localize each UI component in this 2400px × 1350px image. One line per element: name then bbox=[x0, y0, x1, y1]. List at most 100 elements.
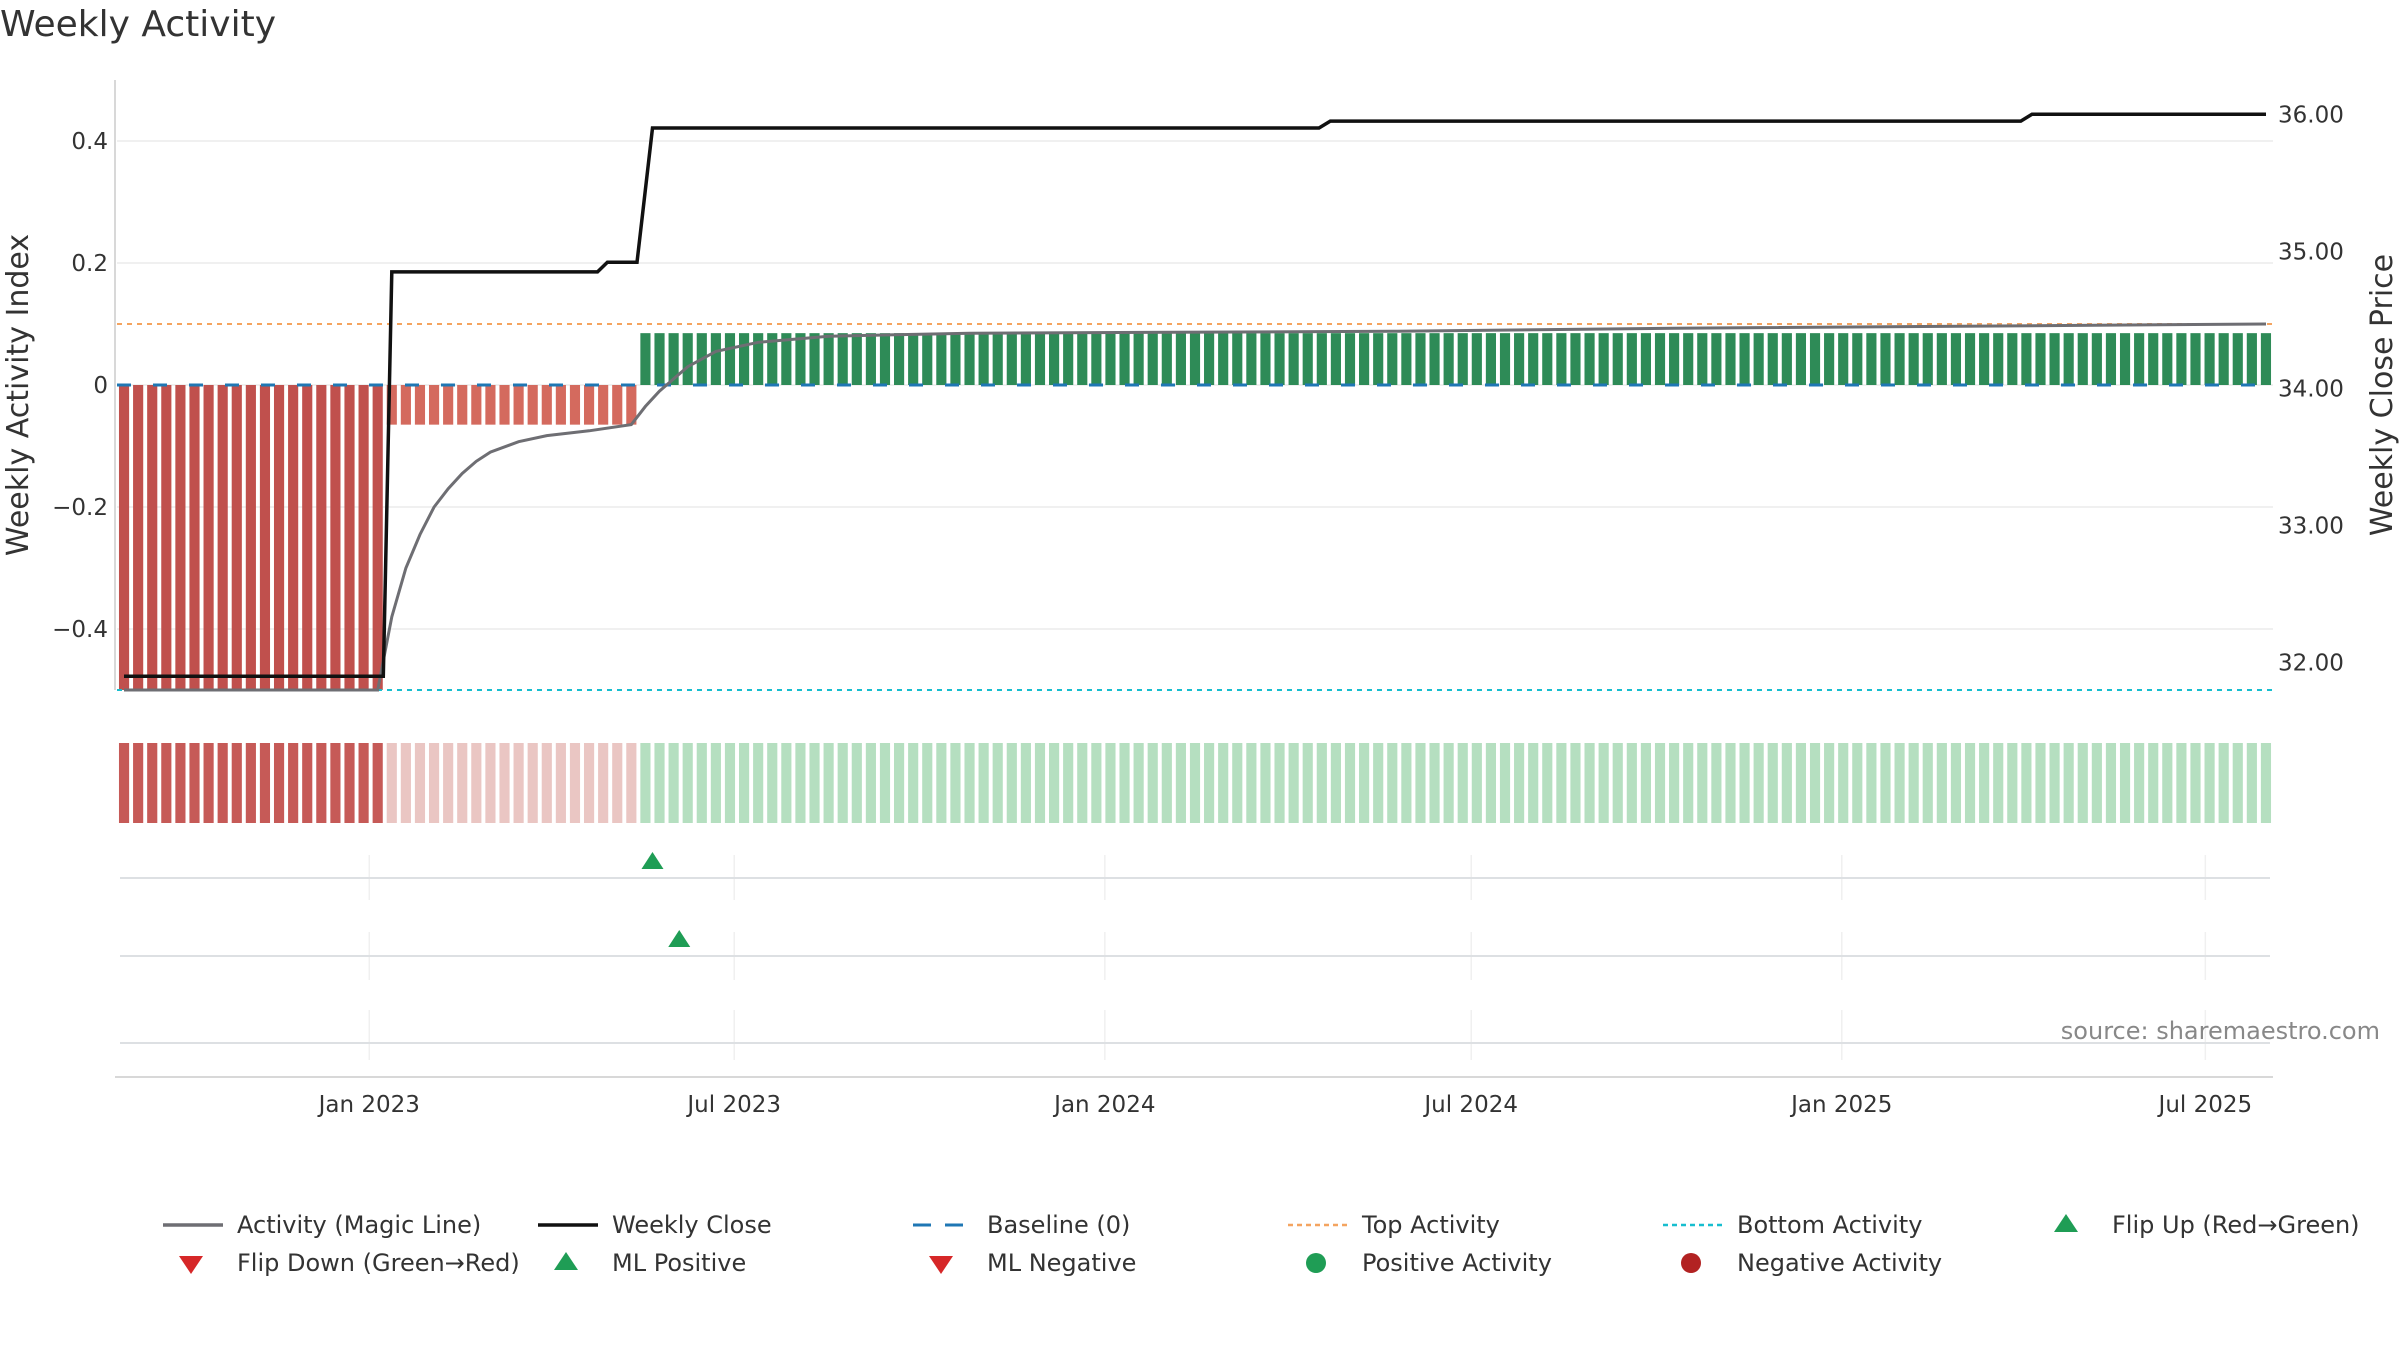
ml-positive-marker bbox=[668, 930, 691, 947]
activity-bar bbox=[471, 385, 482, 425]
strip-bar bbox=[2119, 743, 2131, 823]
strip-bar bbox=[2204, 743, 2215, 823]
activity-bar bbox=[1824, 333, 1835, 385]
legend-label: Weekly Close bbox=[612, 1211, 772, 1239]
activity-bar bbox=[1175, 333, 1186, 385]
activity-bar bbox=[1795, 333, 1807, 385]
legend-label: Activity (Magic Line) bbox=[237, 1211, 481, 1239]
activity-bar bbox=[118, 385, 130, 690]
activity-bar bbox=[668, 333, 679, 385]
activity-bar bbox=[428, 385, 440, 425]
strip-bar bbox=[823, 743, 834, 823]
legend-label: Baseline (0) bbox=[987, 1211, 1130, 1239]
activity-bar bbox=[1246, 333, 1257, 385]
activity-bar bbox=[1809, 333, 1821, 385]
activity-bar bbox=[1429, 333, 1440, 385]
strip-bar bbox=[2077, 743, 2088, 823]
strip-bar bbox=[2232, 743, 2243, 823]
activity-bar bbox=[2190, 333, 2201, 385]
strip-bar bbox=[640, 743, 651, 823]
strip-bar bbox=[1612, 743, 1623, 823]
strip-bar bbox=[1683, 743, 1694, 823]
activity-bar bbox=[457, 385, 468, 425]
activity-bar bbox=[259, 385, 271, 690]
legend-swatch bbox=[929, 1256, 953, 1274]
strip-bar bbox=[1274, 743, 1285, 823]
activity-bar bbox=[767, 333, 778, 385]
activity-bar bbox=[851, 333, 862, 385]
strip-bar bbox=[414, 743, 426, 823]
strip-bar bbox=[1302, 743, 1313, 823]
strip-bar bbox=[316, 743, 327, 823]
legend-label: Negative Activity bbox=[1737, 1249, 1942, 1277]
strip-bar bbox=[696, 743, 707, 823]
strip-bar bbox=[1697, 743, 1708, 823]
strip-bar bbox=[1344, 743, 1356, 823]
strip-bar bbox=[710, 743, 721, 823]
strip-bar bbox=[1824, 743, 1835, 823]
strip-bar bbox=[1936, 743, 1947, 823]
strip-bar bbox=[1852, 743, 1863, 823]
strip-bar bbox=[485, 743, 496, 823]
strip-bar bbox=[1584, 743, 1595, 823]
right-axis-label: Weekly Close Price bbox=[2365, 254, 2400, 536]
strip-bar bbox=[1669, 743, 1680, 823]
x-tick-label: Jul 2025 bbox=[2157, 1092, 2253, 1118]
activity-bar bbox=[273, 385, 285, 690]
activity-bar bbox=[316, 385, 327, 690]
legend-label: ML Negative bbox=[987, 1249, 1136, 1277]
strip-bar bbox=[1739, 743, 1750, 823]
activity-bar bbox=[1443, 333, 1454, 385]
strip-bar bbox=[936, 743, 947, 823]
strip-bar bbox=[1640, 743, 1652, 823]
strip-bar bbox=[147, 743, 158, 823]
activity-bar bbox=[1570, 333, 1581, 385]
activity-bar bbox=[2091, 333, 2102, 385]
activity-bar bbox=[1964, 333, 1976, 385]
activity-bar bbox=[1640, 333, 1652, 385]
chart-title: Weekly Activity bbox=[0, 4, 277, 45]
strip-bar bbox=[1020, 743, 1031, 823]
strip-bar bbox=[231, 743, 242, 823]
legend-label: Positive Activity bbox=[1362, 1249, 1552, 1277]
activity-bar bbox=[598, 385, 609, 425]
strip-bar bbox=[1429, 743, 1440, 823]
strip-bar bbox=[1514, 743, 1525, 823]
strip-bar bbox=[767, 743, 778, 823]
strip-bar bbox=[668, 743, 679, 823]
activity-bar bbox=[1908, 333, 1919, 385]
strip-bar bbox=[1654, 743, 1666, 823]
strip-bar bbox=[1119, 743, 1130, 823]
strip-bar bbox=[626, 743, 637, 823]
legend-swatch bbox=[1681, 1253, 1701, 1273]
activity-bar bbox=[1739, 333, 1750, 385]
activity-bar bbox=[738, 333, 750, 385]
activity-bar bbox=[1471, 333, 1482, 385]
weekly-close-line bbox=[124, 112, 2266, 679]
activity-bar bbox=[2134, 333, 2145, 385]
activity-bar bbox=[189, 385, 200, 690]
activity-bar bbox=[372, 385, 383, 690]
activity-bar bbox=[2148, 333, 2159, 385]
activity-bar bbox=[612, 385, 623, 425]
strip-bar bbox=[922, 743, 933, 823]
strip-bar bbox=[175, 743, 186, 823]
strip-bar bbox=[795, 743, 806, 823]
strip-bar bbox=[358, 743, 369, 823]
activity-bar bbox=[2063, 333, 2074, 385]
strip-bar bbox=[161, 743, 172, 823]
activity-bar bbox=[133, 385, 144, 690]
strip-bar bbox=[2148, 743, 2159, 823]
activity-bar bbox=[1457, 333, 1468, 385]
strip-bar bbox=[1457, 743, 1468, 823]
strip-bar bbox=[1542, 743, 1553, 823]
strip-bar bbox=[1063, 743, 1074, 823]
activity-bar bbox=[2105, 333, 2117, 385]
activity-bar bbox=[1302, 333, 1313, 385]
strip-bar bbox=[1246, 743, 1257, 823]
strip-bar bbox=[1993, 743, 2004, 823]
strip-bar bbox=[2176, 743, 2187, 823]
source-label: source: sharemaestro.com bbox=[2061, 1017, 2380, 1045]
activity-bar bbox=[1612, 333, 1623, 385]
